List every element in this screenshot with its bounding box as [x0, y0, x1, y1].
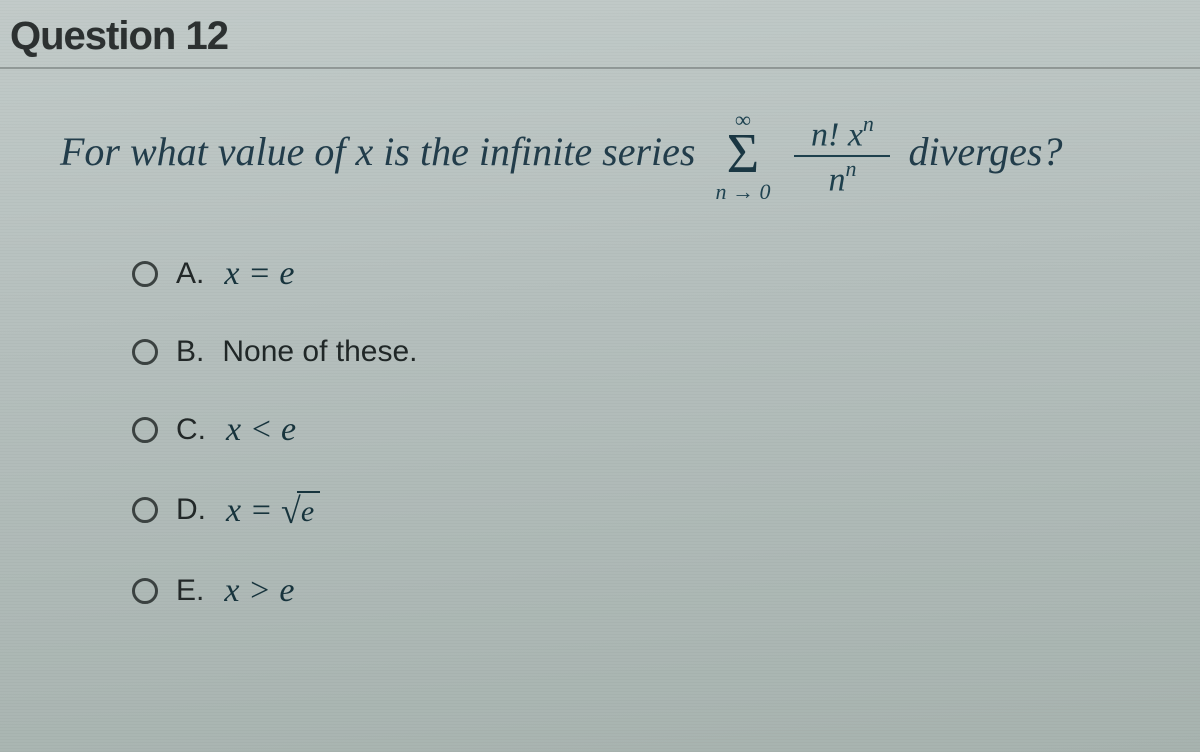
radio-icon[interactable] [132, 261, 158, 287]
question-header: Question 12 [0, 0, 1200, 65]
stem-lead: For what value of x is the infinite seri… [60, 128, 695, 175]
sqrt-icon: √e [281, 491, 320, 531]
option-expression: x < e [226, 411, 296, 449]
radio-icon[interactable] [132, 497, 158, 523]
option-b[interactable]: B. None of these. [132, 335, 1200, 369]
radio-icon[interactable] [132, 417, 158, 443]
option-expression: None of these. [222, 335, 417, 369]
question-stem: For what value of x is the infinite seri… [0, 69, 1200, 207]
option-e[interactable]: E. x > e [132, 572, 1200, 610]
option-letter: A. [176, 257, 204, 291]
option-letter: D. [176, 493, 206, 527]
header-divider [0, 67, 1200, 69]
option-letter: B. [176, 335, 204, 369]
radio-icon[interactable] [132, 339, 158, 365]
question-number-label: Question 12 [10, 14, 228, 59]
options-list: A. x = e B. None of these. C. x < e D. x… [0, 207, 1200, 611]
series-fraction: n! xn nn [794, 114, 890, 198]
sigma-lower-limit: n → 0 [715, 181, 770, 203]
fraction-denominator: nn [820, 159, 864, 198]
fraction-numerator: n! xn [803, 114, 882, 153]
option-c[interactable]: C. x < e [132, 411, 1200, 449]
sigma-symbol-icon: Σ [727, 131, 760, 179]
sigma-notation: ∞ Σ n → 0 [715, 109, 770, 203]
fraction-bar-icon [794, 155, 890, 157]
option-expression: x = √e [226, 491, 320, 531]
option-d[interactable]: D. x = √e [132, 491, 1200, 531]
option-letter: E. [176, 574, 204, 608]
option-expression: x > e [224, 572, 294, 610]
stem-tail: diverges? [908, 128, 1062, 175]
quiz-screen: Question 12 For what value of x is the i… [0, 0, 1200, 752]
radio-icon[interactable] [132, 578, 158, 604]
option-prefix: x = [226, 492, 281, 529]
option-expression: x = e [224, 255, 294, 293]
option-a[interactable]: A. x = e [132, 255, 1200, 293]
option-letter: C. [176, 413, 206, 447]
